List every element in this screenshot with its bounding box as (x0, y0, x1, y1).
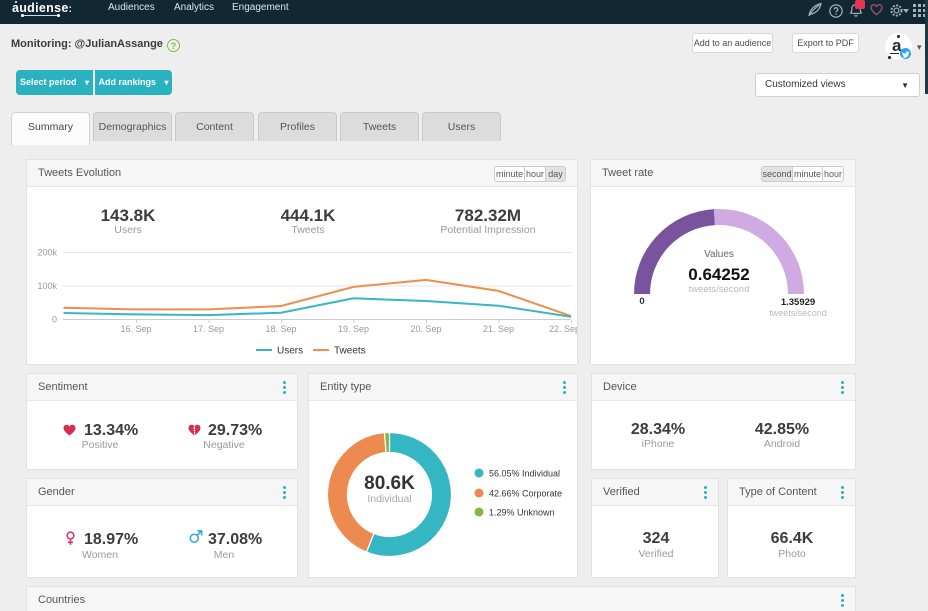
svg-text:18. Sep: 18. Sep (265, 324, 296, 334)
svg-text:100k: 100k (37, 281, 57, 291)
svg-text:17. Sep: 17. Sep (193, 324, 224, 334)
svg-text:22. Sep: 22. Sep (549, 324, 577, 334)
svg-text:200k: 200k (37, 248, 57, 258)
svg-text:tweets/second: tweets/second (689, 284, 750, 295)
svg-text:Individual: Individual (367, 493, 411, 505)
svg-text:0: 0 (639, 296, 644, 307)
svg-text:20. Sep: 20. Sep (410, 324, 441, 334)
svg-text:Values: Values (704, 249, 734, 260)
svg-text:0.64252: 0.64252 (688, 265, 749, 284)
svg-text:Tweets: Tweets (334, 346, 366, 357)
svg-text:0: 0 (52, 315, 57, 325)
svg-text:80.6K: 80.6K (364, 473, 415, 494)
svg-text:1.29% Unknown: 1.29% Unknown (489, 508, 555, 518)
svg-text:tweets/second: tweets/second (769, 308, 827, 318)
svg-text:21. Sep: 21. Sep (483, 324, 514, 334)
svg-text:16. Sep: 16. Sep (120, 324, 151, 334)
svg-text:42.66% Corporate: 42.66% Corporate (489, 489, 562, 499)
svg-text:1.35929: 1.35929 (781, 297, 815, 308)
svg-text:Users: Users (277, 346, 303, 357)
svg-text:19. Sep: 19. Sep (338, 324, 369, 334)
svg-text:56.05% Individual: 56.05% Individual (489, 469, 560, 479)
